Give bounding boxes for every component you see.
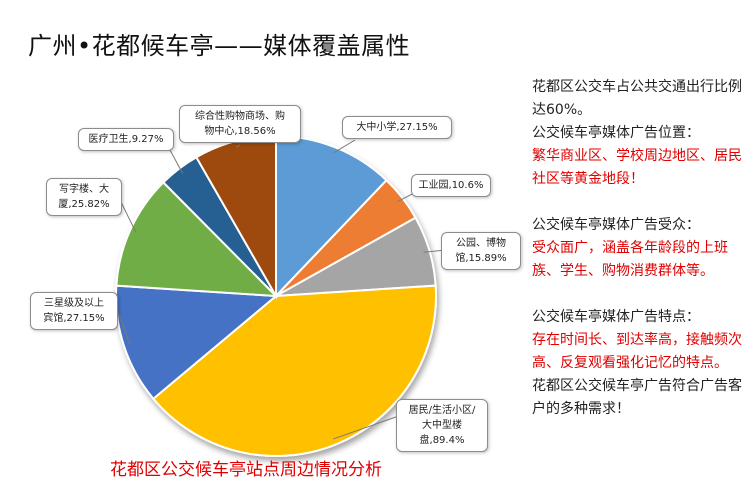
label-school: 大中小学,27.15% <box>342 116 452 139</box>
panel-location-text: 繁华商业区、学校周边地区、居民社区等黄金地段！ <box>532 148 742 187</box>
panel-location-heading: 公交候车亭媒体广告位置： <box>532 125 700 141</box>
panel-features-text: 存在时间长、到达率高，接触频次高、反复观看强化记忆的特点。 <box>532 332 742 371</box>
leader-line-school <box>333 139 356 154</box>
panel-audience-text: 受众面广，涵盖各年龄段的上班族、学生、购物消费群体等。 <box>532 240 728 279</box>
leader-line-hotel <box>117 311 131 345</box>
leader-line-office <box>119 199 137 233</box>
pie-slice-hotel <box>115 284 279 401</box>
label-medical: 医疗卫生,9.27% <box>78 128 174 151</box>
chart-caption: 花都区公交候车亭站点周边情况分析 <box>110 460 382 480</box>
label-industrial: 工业园,10.6% <box>411 174 491 197</box>
pie-slice-residential <box>151 284 437 457</box>
panel-bus-share: 花都区公交车占公共交通出行比例达60%。 <box>532 79 742 118</box>
label-hotel: 三星级及以上 宾馆,27.15% <box>30 292 118 330</box>
leader-line-mall <box>236 144 241 148</box>
pie-slice-office <box>115 180 279 298</box>
label-park: 公园、博物 馆,15.89% <box>441 232 521 270</box>
label-mall: 综合性购物商场、购 物中心,18.56% <box>179 105 301 143</box>
label-office: 写字楼、大 厦,25.82% <box>46 178 122 216</box>
leader-line-medical <box>169 149 184 174</box>
side-panel: 花都区公交车占公共交通出行比例达60%。 公交候车亭媒体广告位置： 繁华商业区、… <box>532 76 748 421</box>
slide-title: 广州•花都候车亭——媒体覆盖属性 <box>28 32 411 60</box>
panel-summary: 花都区公交候车亭广告符合广告客户的多种需求！ <box>532 378 742 417</box>
label-residential: 居民/生活小区/ 大中型楼 盘,89.4% <box>396 399 488 452</box>
panel-audience-heading: 公交候车亭媒体广告受众： <box>532 217 700 233</box>
panel-features-heading: 公交候车亭媒体广告特点： <box>532 309 700 325</box>
